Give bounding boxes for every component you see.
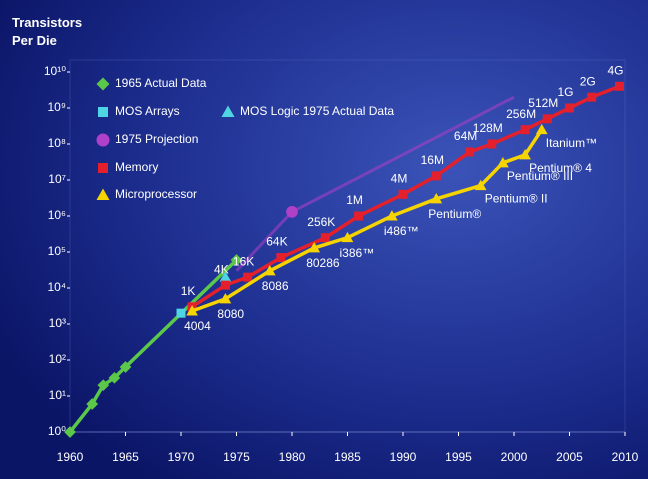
marker <box>98 107 108 117</box>
point-label: i486™ <box>384 224 419 238</box>
marker <box>221 105 235 117</box>
point-label: Pentium® III <box>507 169 573 183</box>
marker <box>186 305 198 316</box>
marker <box>96 188 110 200</box>
x-tick-label: 1975 <box>223 450 250 464</box>
x-tick-label: 2005 <box>556 450 583 464</box>
marker <box>230 254 243 266</box>
point-label: 4K <box>214 262 229 276</box>
marker <box>86 398 99 410</box>
marker <box>96 77 110 91</box>
point-label: 8080 <box>217 307 244 321</box>
y-tick-label: 10² <box>49 352 66 366</box>
point-label: 16K <box>233 254 254 268</box>
y-tick-label: 10⁵ <box>48 244 66 258</box>
point-label: 1M <box>346 193 363 207</box>
y-tick-label: 10⁰ <box>48 424 66 438</box>
marker <box>430 192 443 204</box>
legend-label: MOS Arrays <box>115 104 180 118</box>
marker <box>263 264 276 276</box>
point-label: 512M <box>528 96 558 110</box>
x-tick-label: 1990 <box>390 450 417 464</box>
marker <box>465 147 475 157</box>
point-label: 1K <box>181 284 196 298</box>
marker <box>286 206 298 218</box>
y-tick-label: 10¹ <box>49 388 66 402</box>
marker <box>98 163 108 173</box>
marker <box>176 308 186 318</box>
marker <box>520 125 530 135</box>
marker <box>587 92 597 102</box>
marker <box>119 361 132 373</box>
point-label: 8086 <box>262 279 289 293</box>
legend-label: MOS Logic 1975 Actual Data <box>240 104 394 118</box>
point-label: 64M <box>454 129 477 143</box>
x-tick-label: 1995 <box>445 450 472 464</box>
marker <box>386 210 398 221</box>
x-tick-label: 1985 <box>334 450 361 464</box>
legend-label: 1975 Projection <box>115 132 198 146</box>
marker <box>97 379 110 392</box>
series-line <box>68 258 238 434</box>
y-tick-label: 10⁸ <box>48 136 66 150</box>
marker <box>487 139 497 149</box>
legend-label: Microprocessor <box>115 187 197 201</box>
marker <box>535 123 548 135</box>
marker <box>219 292 232 304</box>
point-label: i386™ <box>340 246 375 260</box>
marker <box>96 133 110 147</box>
y-tick-label: 10⁴ <box>47 280 66 294</box>
x-tick-label: 1970 <box>168 450 195 464</box>
legend-label: 1965 Actual Data <box>115 76 207 90</box>
marker <box>565 103 574 113</box>
marker <box>276 253 286 263</box>
marker <box>108 371 121 384</box>
marker <box>320 233 330 243</box>
point-label: 4M <box>391 171 408 185</box>
y-tick-label: 10¹⁰ <box>44 64 66 78</box>
point-label: 1G <box>557 85 573 99</box>
marker <box>542 114 552 124</box>
marker <box>431 171 441 181</box>
point-label: 64K <box>266 235 287 249</box>
marker <box>474 179 487 191</box>
marker <box>497 156 509 168</box>
x-tick-label: 2000 <box>501 450 528 464</box>
point-label: Pentium® <box>428 207 481 221</box>
x-tick-label: 1965 <box>112 450 139 464</box>
y-tick-label: 10⁷ <box>48 172 66 186</box>
marker <box>341 231 354 243</box>
marker <box>308 242 321 253</box>
y-axis-label: Transistors Per Die <box>12 15 83 48</box>
marker <box>614 81 624 91</box>
y-tick-label: 10⁹ <box>48 100 67 114</box>
point-label: 256K <box>307 215 335 229</box>
marker <box>64 426 76 438</box>
point-label: 4G <box>607 63 623 77</box>
x-tick-label: 1960 <box>57 450 84 464</box>
point-label: 2G <box>580 74 596 88</box>
marker <box>354 211 364 221</box>
point-label: Pentium® II <box>485 192 548 206</box>
point-label: 256M <box>506 107 536 121</box>
point-label: 16M <box>421 153 444 167</box>
marker <box>243 272 253 282</box>
marker <box>219 271 232 282</box>
point-label: Itanium™ <box>546 136 597 150</box>
point-label: 128M <box>473 121 503 135</box>
point-label: 80286 <box>306 256 340 270</box>
x-tick-label: 2010 <box>612 450 639 464</box>
legend-label: Memory <box>115 160 158 174</box>
y-tick-label: 10³ <box>49 316 66 330</box>
marker <box>519 148 531 160</box>
marker <box>398 189 408 199</box>
x-tick-label: 1980 <box>279 450 306 464</box>
marker <box>220 280 230 290</box>
point-label: Pentium® 4 <box>529 161 592 175</box>
y-tick-label: 10⁶ <box>48 208 66 222</box>
point-label: 4004 <box>184 319 211 333</box>
